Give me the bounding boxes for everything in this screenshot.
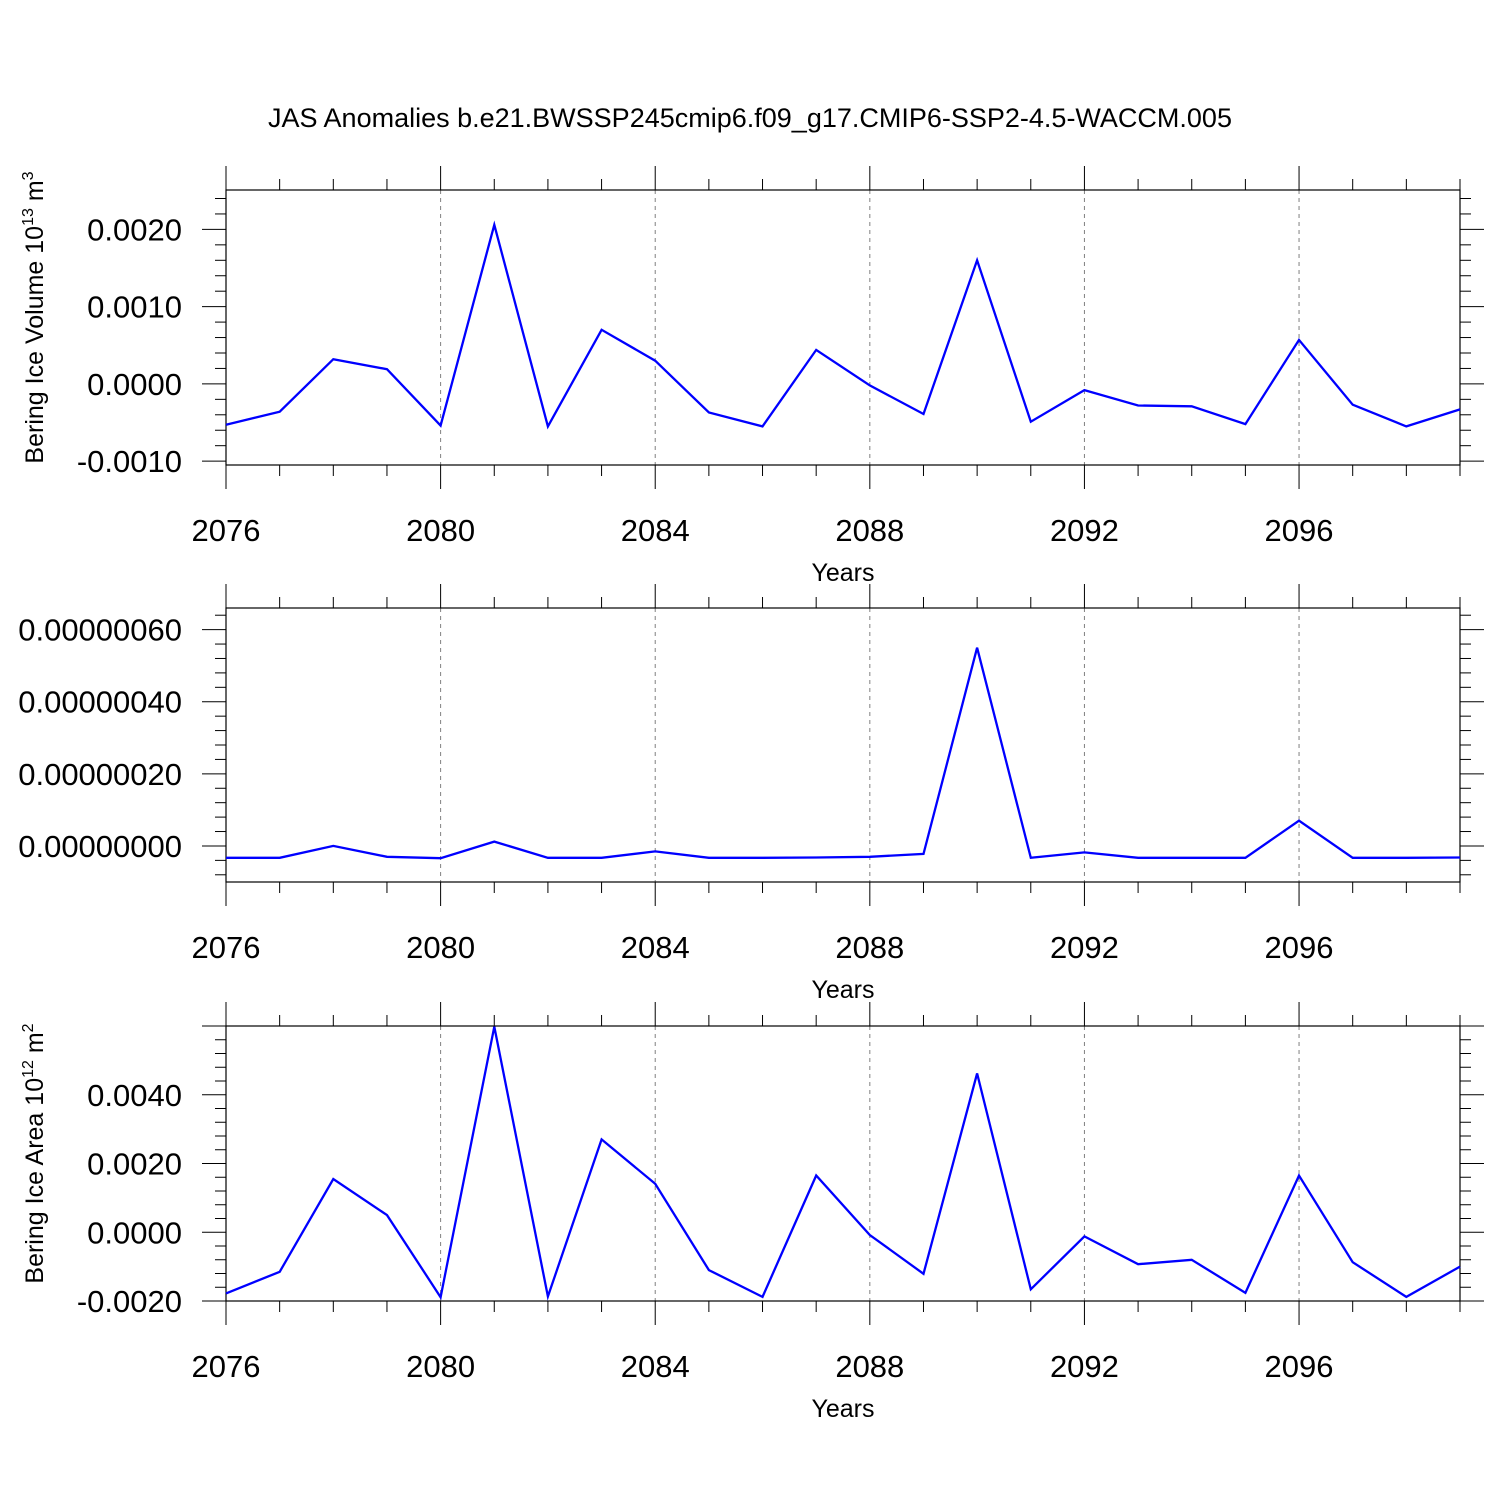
x-tick-label: 2096: [1265, 513, 1334, 548]
x-axis-title: Years: [811, 559, 874, 587]
y-tick-label: -0.0010: [77, 444, 182, 479]
y-axis-title: Bering Ice Volume 1013 m3: [20, 171, 49, 463]
x-tick-label: 2084: [621, 1349, 690, 1384]
x-tick-label: 2084: [621, 513, 690, 548]
y-axis-title: Bering Ice Area 1012 m2: [20, 1023, 49, 1283]
y-tick-label: 0.0000: [87, 1215, 182, 1250]
x-tick-label: 2084: [621, 930, 690, 965]
plot-frame: [226, 190, 1460, 465]
x-tick-label: 2096: [1265, 930, 1334, 965]
x-tick-label: 2092: [1050, 1349, 1119, 1384]
x-tick-label: 2088: [835, 930, 904, 965]
x-tick-label: 2076: [192, 513, 261, 548]
x-tick-label: 2088: [835, 1349, 904, 1384]
x-tick-label: 2092: [1050, 930, 1119, 965]
series-line: [226, 648, 1460, 859]
y-tick-label: 0.00000040: [18, 685, 182, 720]
x-tick-label: 2080: [406, 1349, 475, 1384]
y-tick-label: 0.0020: [87, 212, 182, 247]
y-tick-label: 0.0020: [87, 1147, 182, 1182]
x-tick-label: 2088: [835, 513, 904, 548]
x-tick-label: 2076: [192, 930, 261, 965]
y-tick-label: 0.0040: [87, 1078, 182, 1113]
x-tick-label: 2080: [406, 930, 475, 965]
panel-3: 2076 2080 2084 2088 2092 2096 -0.0020 0.0000 0.0…: [20, 1002, 1484, 1423]
y-tick-label: 0.00000020: [18, 757, 182, 792]
y-tick-label: 0.0000: [87, 367, 182, 402]
x-tick-label: 2092: [1050, 513, 1119, 548]
y-tick-label: 0.00000000: [18, 829, 182, 864]
y-tick-label: 0.0010: [87, 290, 182, 325]
x-tick-label: 2076: [192, 1349, 261, 1384]
x-tick-label: 2096: [1265, 1349, 1334, 1384]
y-tick-label: 0.00000060: [18, 613, 182, 648]
x-axis-title: Years: [811, 976, 874, 1004]
series-line: [226, 1027, 1460, 1298]
plot-frame: [226, 1026, 1460, 1301]
y-tick-label: -0.0020: [77, 1284, 182, 1319]
x-tick-label: 2080: [406, 513, 475, 548]
series-line: [226, 225, 1460, 427]
panel-2: 2076 2080 2084 2088 2092 2096 0.00000000 0.0000…: [18, 584, 1484, 1004]
panel-1: 2076 2080 2084 2088 2092 2096 -0.0010 0.0000 0.0…: [20, 166, 1484, 587]
plot-frame: [226, 608, 1460, 882]
chart-title: JAS Anomalies b.e21.BWSSP245cmip6.f09_g1…: [268, 103, 1232, 133]
x-axis-title: Years: [811, 1395, 874, 1423]
chart-panels: 2076 2080 2084 2088 2092 2096 -0.0010 0.0000 0.0…: [18, 166, 1484, 1423]
